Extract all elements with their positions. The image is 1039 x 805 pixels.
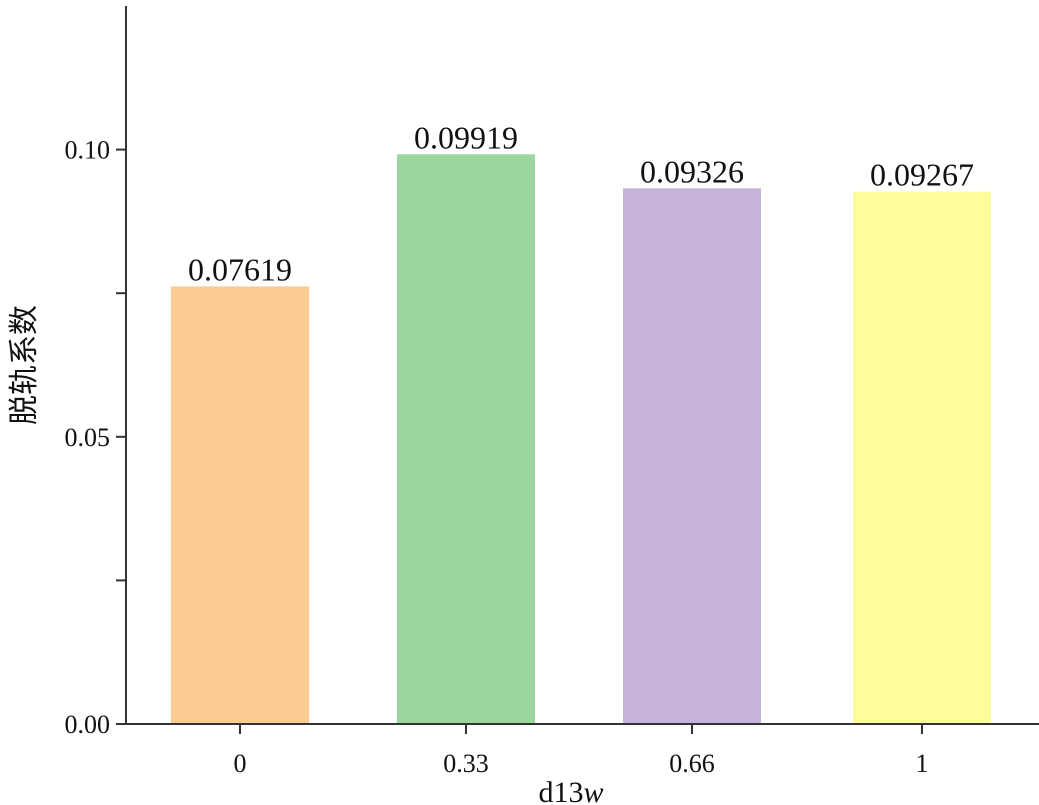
bar-value-label: 0.09267 — [870, 157, 974, 193]
x-axis-title-main: d13 — [538, 776, 583, 805]
x-axis-title-italic: w — [583, 776, 603, 805]
bar-value-label: 0.07619 — [188, 251, 292, 287]
y-axis-title: 脱轨系数 — [8, 305, 41, 425]
x-ticks-group: 0 0.33 0.66 1 — [234, 724, 929, 778]
x-tick-label: 0 — [234, 749, 247, 778]
bar-value-label: 0.09326 — [640, 153, 744, 189]
x-tick-label: 0.66 — [669, 749, 715, 778]
bars-group — [171, 154, 991, 725]
x-tick-label: 0.33 — [443, 749, 489, 778]
y-tick-label: 0.00 — [65, 710, 111, 739]
bar-1 — [853, 191, 991, 725]
y-ticks-group: 0.00 0.05 0.10 — [65, 136, 126, 739]
y-tick-label: 0.10 — [65, 136, 111, 165]
axes-group — [125, 6, 1039, 725]
x-tick-label: 1 — [916, 749, 929, 778]
bar-0.66 — [623, 188, 761, 724]
y-tick-label: 0.05 — [65, 423, 111, 452]
x-axis-title: d13w — [538, 776, 603, 805]
bar-0.33 — [397, 154, 535, 725]
bar-value-label: 0.09919 — [414, 119, 518, 155]
data-labels-group: 0.07619 0.09919 0.09326 0.09267 — [188, 119, 974, 287]
bar-0 — [171, 286, 309, 724]
